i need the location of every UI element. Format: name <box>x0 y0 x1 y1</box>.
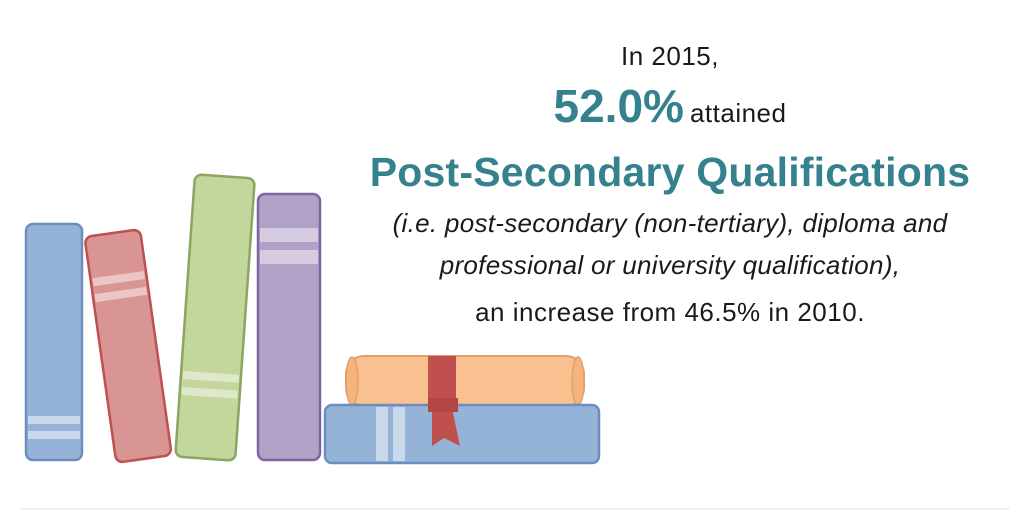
purple-book-icon <box>256 192 322 462</box>
definition-note-line-2: professional or university qualification… <box>439 250 901 280</box>
blue-book-icon <box>24 222 84 462</box>
red-book-icon <box>84 228 173 464</box>
headline: Post-Secondary Qualifications <box>369 149 971 195</box>
statistic-text: In 2015, 52.0% attained Post-Secondary Qu… <box>330 36 1010 332</box>
stat-suffix: attained <box>689 98 787 128</box>
divider <box>20 508 1010 510</box>
definition-note-line-1: (i.e. post-secondary (non-tertiary), dip… <box>392 208 948 238</box>
green-book-icon <box>174 173 256 462</box>
intro-text: In 2015, <box>621 41 719 71</box>
stat-line: 52.0% attained <box>330 78 1010 146</box>
change-text: an increase from 46.5% in 2010. <box>475 297 865 327</box>
stat-value: 52.0% <box>553 80 684 132</box>
lying-book-icon <box>323 403 601 465</box>
definition-note: (i.e. post-secondary (non-tertiary), dip… <box>330 202 1010 286</box>
diploma-scroll-icon <box>345 355 585 407</box>
ribbon-icon <box>428 356 460 446</box>
